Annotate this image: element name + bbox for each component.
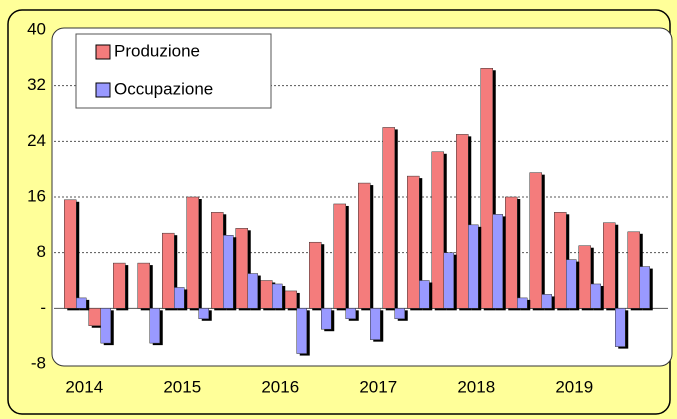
bar [407,175,420,309]
bar [211,212,224,309]
bar [321,308,332,330]
y-tick-label: - [40,298,46,317]
y-tick-label: -8 [31,353,46,372]
bar [358,182,371,309]
bar [64,199,77,309]
bar [186,196,199,309]
bar [76,297,87,309]
bar [517,297,528,309]
y-tick-label: 32 [27,75,46,94]
y-tick-label: 24 [27,131,46,150]
bar [100,308,111,344]
bar [260,280,273,309]
x-tick-label: 2019 [555,377,593,396]
bar [566,259,577,309]
bar [529,172,542,309]
x-tick-label: 2016 [261,377,299,396]
bar [456,134,469,309]
legend-label: Produzione [114,41,200,60]
bar [198,308,209,320]
bar [382,127,395,309]
legend-swatch [95,44,111,60]
y-tick-label: 8 [37,242,46,261]
bar [272,283,283,309]
bar [296,308,307,354]
bar [149,308,160,344]
bar [615,308,626,347]
bar [639,266,650,309]
bar [370,308,381,340]
bar [137,262,150,309]
x-tick-label: 2015 [163,377,201,396]
legend-label: Occupazione [114,79,213,98]
x-tick-label: 2014 [65,377,103,396]
bar [174,287,185,309]
bar [309,241,322,309]
bar [247,273,258,309]
bar [113,262,126,309]
bar [419,280,430,309]
bar [162,232,175,309]
x-tick-label: 2018 [457,377,495,396]
bar [468,224,479,309]
bar [492,214,503,309]
bar [431,151,444,309]
y-tick-label: 40 [27,19,46,38]
bar [443,252,454,309]
x-tick-label: 2017 [359,377,397,396]
bar [627,231,640,309]
y-tick-label: 16 [27,186,46,205]
bar [603,222,616,309]
bar [480,68,493,309]
bar [394,308,405,320]
bar [284,290,297,309]
bar [223,235,234,309]
bar [505,196,518,309]
bar [333,203,346,309]
bar [578,245,591,309]
bar [541,294,552,309]
bar [88,308,101,326]
bar [235,228,248,309]
bar [345,308,356,320]
bar [554,212,567,309]
legend-swatch [95,82,111,98]
bar [590,283,601,309]
